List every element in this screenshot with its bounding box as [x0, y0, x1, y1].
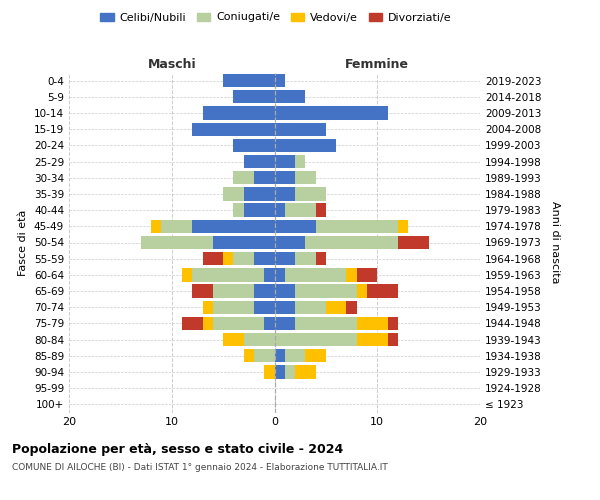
- Bar: [254, 252, 275, 266]
- Text: Popolazione per età, sesso e stato civile - 2024: Popolazione per età, sesso e stato civil…: [12, 442, 343, 456]
- Bar: [264, 317, 275, 330]
- Bar: [275, 236, 305, 249]
- Bar: [285, 204, 316, 217]
- Bar: [213, 284, 254, 298]
- Bar: [275, 171, 295, 184]
- Bar: [326, 300, 346, 314]
- Bar: [285, 366, 295, 378]
- Bar: [356, 317, 388, 330]
- Bar: [264, 366, 275, 378]
- Bar: [275, 252, 295, 266]
- Bar: [203, 300, 213, 314]
- Legend: Celibi/Nubili, Coniugati/e, Vedovi/e, Divorziati/e: Celibi/Nubili, Coniugati/e, Vedovi/e, Di…: [96, 8, 456, 27]
- Bar: [275, 333, 356, 346]
- Bar: [305, 349, 326, 362]
- Bar: [295, 317, 357, 330]
- Bar: [161, 220, 193, 233]
- Bar: [193, 268, 264, 281]
- Bar: [233, 90, 275, 104]
- Bar: [285, 349, 305, 362]
- Bar: [193, 220, 275, 233]
- Bar: [275, 366, 285, 378]
- Bar: [203, 317, 213, 330]
- Bar: [305, 236, 398, 249]
- Bar: [295, 171, 316, 184]
- Bar: [356, 333, 388, 346]
- Bar: [275, 300, 295, 314]
- Bar: [275, 317, 295, 330]
- Bar: [244, 155, 275, 168]
- Bar: [275, 90, 305, 104]
- Bar: [203, 252, 223, 266]
- Bar: [275, 268, 285, 281]
- Bar: [244, 349, 254, 362]
- Bar: [254, 349, 275, 362]
- Bar: [213, 300, 254, 314]
- Bar: [316, 204, 326, 217]
- Bar: [316, 252, 326, 266]
- Bar: [275, 155, 295, 168]
- Bar: [233, 138, 275, 152]
- Bar: [151, 220, 161, 233]
- Bar: [213, 317, 264, 330]
- Text: COMUNE DI AILOCHE (BI) - Dati ISTAT 1° gennaio 2024 - Elaborazione TUTTITALIA.IT: COMUNE DI AILOCHE (BI) - Dati ISTAT 1° g…: [12, 462, 388, 471]
- Bar: [182, 268, 193, 281]
- Bar: [295, 252, 316, 266]
- Bar: [182, 317, 203, 330]
- Bar: [275, 349, 285, 362]
- Bar: [275, 122, 326, 136]
- Bar: [295, 300, 326, 314]
- Bar: [388, 317, 398, 330]
- Bar: [244, 188, 275, 200]
- Bar: [233, 204, 244, 217]
- Bar: [223, 188, 244, 200]
- Bar: [356, 284, 367, 298]
- Bar: [367, 284, 398, 298]
- Text: Maschi: Maschi: [148, 58, 196, 71]
- Bar: [295, 188, 326, 200]
- Bar: [295, 366, 316, 378]
- Bar: [398, 220, 408, 233]
- Bar: [192, 284, 213, 298]
- Bar: [275, 284, 295, 298]
- Bar: [275, 204, 285, 217]
- Bar: [254, 300, 275, 314]
- Text: Femmine: Femmine: [345, 58, 409, 71]
- Bar: [285, 268, 346, 281]
- Bar: [203, 106, 275, 120]
- Bar: [233, 252, 254, 266]
- Bar: [316, 220, 398, 233]
- Y-axis label: Anni di nascita: Anni di nascita: [550, 201, 560, 283]
- Bar: [346, 268, 356, 281]
- Bar: [193, 122, 275, 136]
- Bar: [275, 138, 336, 152]
- Bar: [275, 220, 316, 233]
- Bar: [264, 268, 275, 281]
- Bar: [295, 155, 305, 168]
- Bar: [254, 284, 275, 298]
- Bar: [295, 284, 357, 298]
- Bar: [223, 333, 244, 346]
- Bar: [346, 300, 356, 314]
- Bar: [398, 236, 428, 249]
- Bar: [213, 236, 275, 249]
- Bar: [356, 268, 377, 281]
- Bar: [275, 74, 285, 87]
- Y-axis label: Fasce di età: Fasce di età: [19, 210, 28, 276]
- Bar: [388, 333, 398, 346]
- Bar: [233, 171, 254, 184]
- Bar: [223, 252, 233, 266]
- Bar: [223, 74, 275, 87]
- Bar: [244, 204, 275, 217]
- Bar: [244, 333, 275, 346]
- Bar: [275, 188, 295, 200]
- Bar: [141, 236, 213, 249]
- Bar: [275, 106, 388, 120]
- Bar: [254, 171, 275, 184]
